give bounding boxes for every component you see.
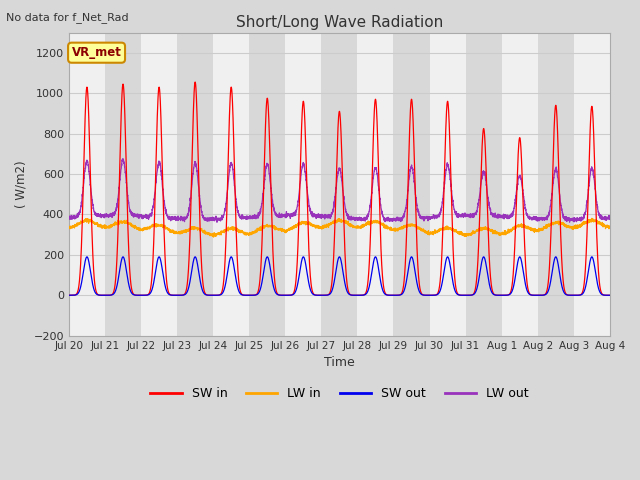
Bar — [538, 33, 574, 336]
Bar — [213, 33, 249, 336]
Bar — [321, 33, 357, 336]
Bar — [466, 33, 502, 336]
Y-axis label: ( W/m2): ( W/m2) — [15, 160, 28, 208]
Bar — [249, 33, 285, 336]
Text: VR_met: VR_met — [72, 46, 122, 59]
Bar — [141, 33, 177, 336]
Bar — [502, 33, 538, 336]
Bar — [394, 33, 429, 336]
Bar — [429, 33, 466, 336]
Bar — [69, 33, 105, 336]
Bar — [357, 33, 394, 336]
Title: Short/Long Wave Radiation: Short/Long Wave Radiation — [236, 15, 443, 30]
X-axis label: Time: Time — [324, 356, 355, 369]
Bar — [285, 33, 321, 336]
Bar — [574, 33, 610, 336]
Bar — [177, 33, 213, 336]
Bar — [105, 33, 141, 336]
Legend: SW in, LW in, SW out, LW out: SW in, LW in, SW out, LW out — [145, 382, 533, 405]
Text: No data for f_Net_Rad: No data for f_Net_Rad — [6, 12, 129, 23]
